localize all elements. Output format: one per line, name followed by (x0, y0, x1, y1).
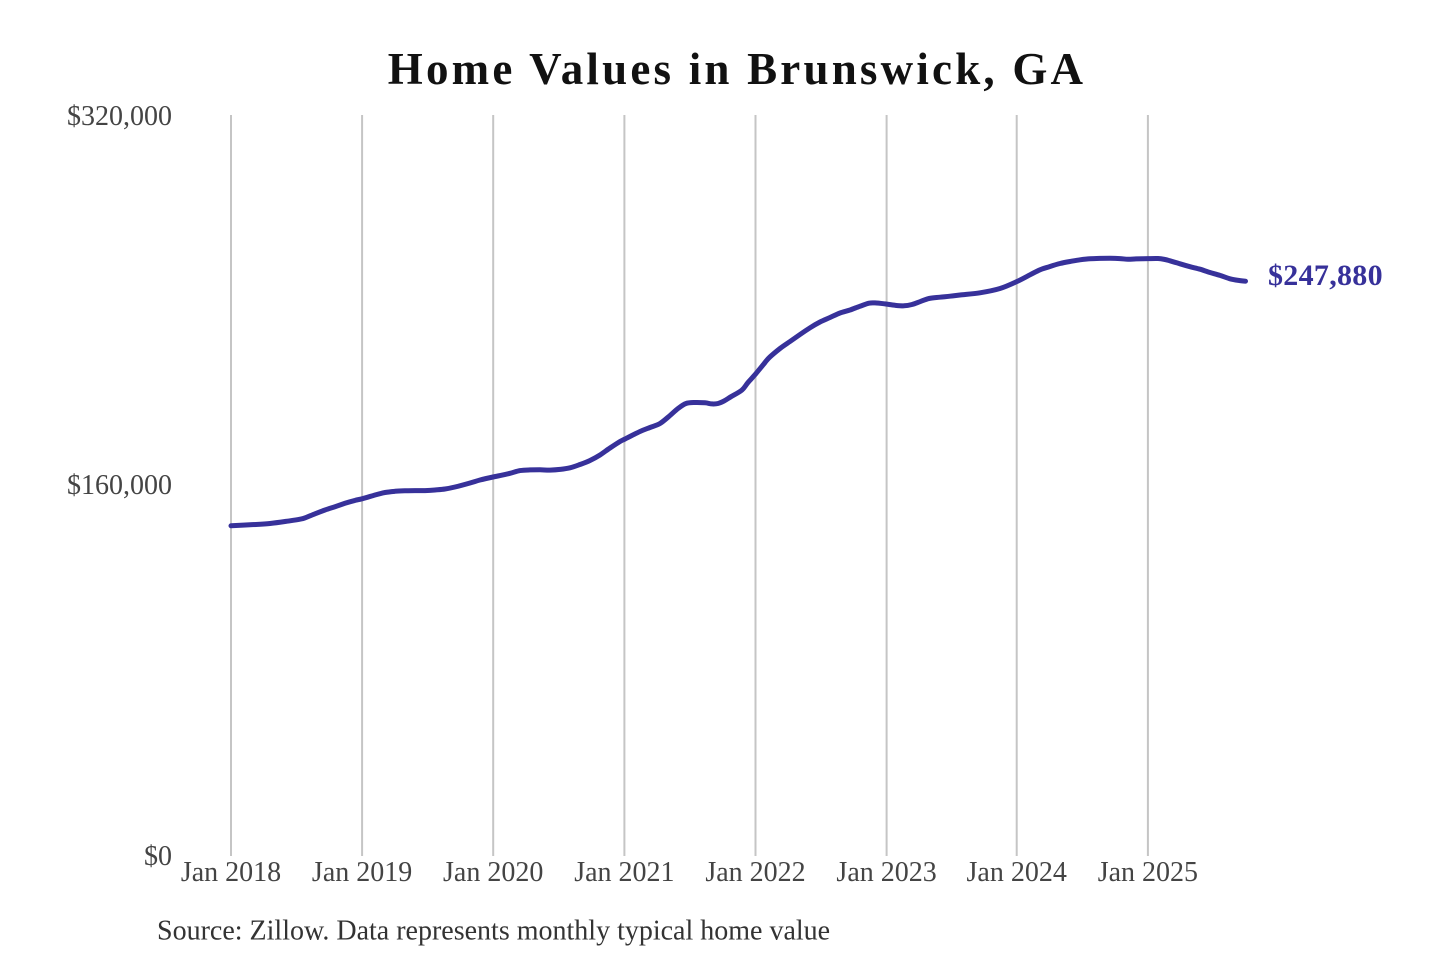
svg-text:$160,000: $160,000 (67, 470, 172, 501)
svg-text:Jan 2023: Jan 2023 (836, 857, 936, 888)
svg-text:Jan 2022: Jan 2022 (705, 857, 805, 888)
svg-text:$247,880: $247,880 (1268, 259, 1383, 292)
svg-text:Jan 2024: Jan 2024 (967, 857, 1067, 888)
svg-text:Jan 2021: Jan 2021 (574, 857, 674, 888)
svg-text:Source: Zillow. Data represent: Source: Zillow. Data represents monthly … (157, 915, 830, 946)
svg-text:Jan 2020: Jan 2020 (443, 857, 543, 888)
svg-text:Home Values in Brunswick, GA: Home Values in Brunswick, GA (388, 44, 1086, 94)
svg-text:Jan 2025: Jan 2025 (1098, 857, 1198, 888)
svg-text:Jan 2019: Jan 2019 (312, 857, 412, 888)
svg-text:Jan 2018: Jan 2018 (181, 857, 281, 888)
svg-text:$0: $0 (144, 841, 172, 872)
svg-text:$320,000: $320,000 (67, 101, 172, 132)
